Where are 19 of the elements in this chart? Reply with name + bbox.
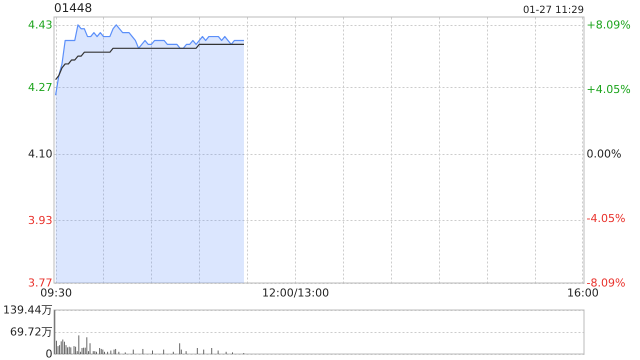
y2-tick-label: +8.09% xyxy=(586,18,631,32)
y2-tick-label: +4.05% xyxy=(586,82,631,96)
y-tick-label: 139.44万 xyxy=(3,304,52,316)
line-series xyxy=(54,44,245,80)
y-tick-label: 4.27 xyxy=(28,80,52,94)
y2-tick-label: 0.00% xyxy=(586,147,622,160)
y-tick-label: 3.77 xyxy=(28,276,52,290)
y2-tick-label: -8.09% xyxy=(586,276,626,290)
y-tick-label: 69.72万 xyxy=(10,326,52,338)
y2-tick-label: -4.05% xyxy=(586,212,626,226)
chart-title: 01448 xyxy=(54,1,92,15)
x-tick-label: 12:00/13:00 xyxy=(262,286,330,300)
y-tick-label: 4.43 xyxy=(28,18,52,32)
y-tick-label: 3.93 xyxy=(28,214,52,227)
y-tick-label: 0 xyxy=(46,348,52,360)
y-tick-label: 4.10 xyxy=(28,147,52,160)
text: 01-27 11:29 xyxy=(522,5,584,16)
x-tick-label: 09:30 xyxy=(40,286,72,300)
x-tick-label: 16:00 xyxy=(567,286,599,300)
